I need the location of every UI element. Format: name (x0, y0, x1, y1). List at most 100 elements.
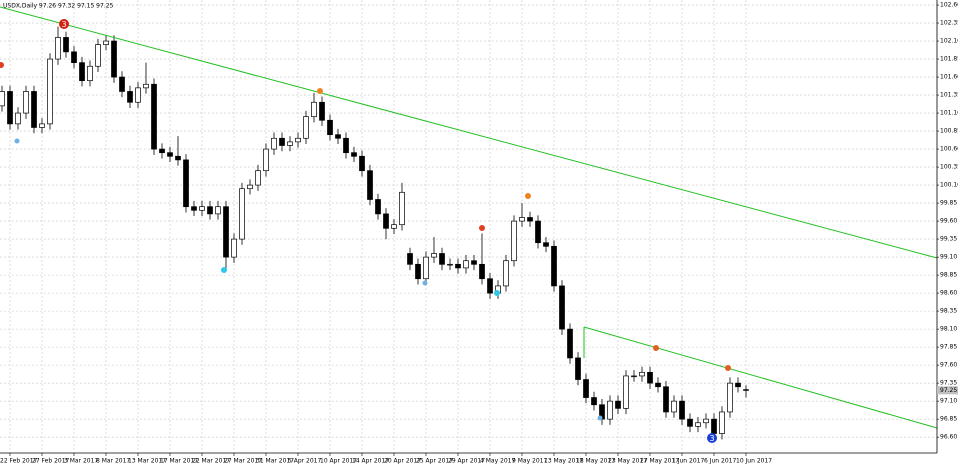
candle-body (39, 123, 45, 128)
candle-body (607, 400, 613, 420)
candle-body (183, 159, 189, 208)
marker (653, 345, 659, 351)
candle-body (263, 148, 269, 172)
candle-body (423, 256, 429, 280)
candle-body (743, 389, 749, 391)
candles (0, 26, 749, 441)
y-tick-label: 97.85 (940, 344, 957, 351)
price-tag (937, 386, 958, 395)
candle-body (327, 119, 333, 136)
candle-body (215, 206, 221, 215)
candle-body (431, 253, 437, 258)
candle-body (247, 184, 253, 190)
candle-body (71, 51, 77, 64)
candle-body (535, 220, 541, 244)
candle-body (319, 101, 325, 121)
x-tick-label: 13 Mar 2017 (128, 458, 166, 465)
candle-body (415, 263, 421, 280)
y-tick-label: 100.35 (940, 164, 958, 171)
candle-body (647, 371, 653, 384)
candle-body (207, 206, 213, 215)
x-tick-label: 3 Mar 2017 (64, 458, 98, 465)
x-tick-label: 27 Feb 2017 (32, 458, 70, 465)
candle-body (271, 137, 277, 150)
candle-body (47, 58, 53, 125)
y-tick-label: 101.35 (940, 92, 958, 99)
chart-title: USDX,Daily 97.26 97.32 97.15 97.25 (3, 3, 114, 10)
marker (479, 225, 485, 231)
y-tick-label: 97.60 (940, 362, 957, 369)
y-tick-label: 101.60 (940, 74, 958, 81)
candle-body (503, 260, 509, 287)
y-tick-label: 98.85 (940, 272, 957, 279)
candle-body (487, 278, 493, 294)
marker (14, 138, 20, 144)
marker-label: 3 (709, 434, 714, 443)
candle-body (703, 418, 709, 424)
marker (59, 19, 69, 29)
candle-body (223, 206, 229, 258)
y-tick-label: 100.10 (940, 182, 958, 189)
candle-body (463, 260, 469, 269)
candle-body (151, 83, 157, 150)
marker (597, 415, 603, 421)
candle-body (167, 152, 173, 157)
x-tick-label: 20 Apr 2017 (384, 458, 421, 465)
candle-body (23, 91, 29, 114)
trendline (0, 6, 938, 259)
x-tick-label: 5 Apr 2017 (288, 458, 321, 465)
candle-body (439, 253, 445, 265)
candle-body (543, 242, 549, 247)
x-tick-label: 4 May 2017 (480, 458, 515, 465)
candle-body (727, 382, 733, 413)
y-tick-label: 96.60 (940, 434, 957, 441)
candle-body (367, 170, 373, 200)
candle-body (31, 91, 37, 128)
candle-body (231, 238, 237, 258)
x-tick-label: 23 May 2017 (608, 458, 647, 465)
x-tick-label: 22 Mar 2017 (192, 458, 230, 465)
candle-body (95, 44, 101, 67)
candle-body (335, 134, 341, 139)
candle-body (407, 253, 413, 265)
x-tick-label: 18 May 2017 (576, 458, 615, 465)
candle-body (591, 397, 597, 406)
candle-body (143, 83, 149, 89)
candle-body (279, 137, 285, 146)
candle-body (399, 191, 405, 226)
y-tick-label: 99.35 (940, 236, 957, 243)
candle-body (175, 155, 181, 161)
candle-body (695, 422, 701, 427)
candle-body (615, 400, 621, 409)
candle-body (199, 206, 205, 211)
candle-body (55, 37, 61, 60)
candle-body (623, 375, 629, 409)
candle-body (383, 213, 389, 229)
candle-body (735, 382, 741, 388)
candle-body (127, 91, 133, 103)
y-tick-label: 97.10 (940, 398, 957, 405)
y-tick-label: 102.60 (940, 2, 958, 9)
candle-body (631, 375, 637, 378)
candle-body (527, 217, 533, 222)
candle-body (551, 245, 557, 287)
y-tick-label: 99.60 (940, 218, 957, 225)
candle-body (655, 382, 661, 388)
candle-body (719, 411, 725, 434)
candle-body (159, 148, 165, 154)
candle-body (295, 137, 301, 143)
candle-body (351, 152, 357, 157)
y-tick-label: 101.10 (940, 110, 958, 117)
candle-body (559, 285, 565, 330)
x-tick-label: 6 Jun 2017 (704, 458, 736, 465)
candle-body (471, 260, 477, 265)
x-tick-label: 27 Mar 2017 (224, 458, 262, 465)
candle-body (103, 40, 109, 46)
candle-body (687, 418, 693, 427)
y-tick-label: 102.10 (940, 38, 958, 45)
y-tick-label: 101.85 (940, 56, 958, 63)
y-tick-label: 100.60 (940, 146, 958, 153)
candle-body (287, 141, 293, 146)
